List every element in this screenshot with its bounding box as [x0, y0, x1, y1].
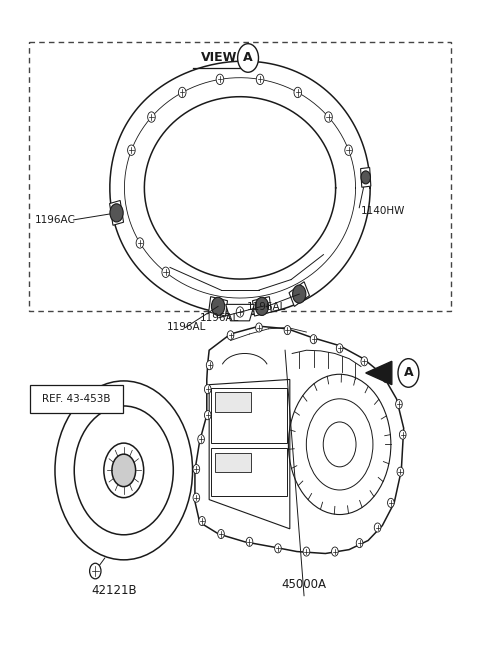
- Circle shape: [399, 430, 406, 440]
- Circle shape: [246, 537, 253, 546]
- Circle shape: [212, 297, 225, 316]
- Circle shape: [396, 400, 402, 409]
- Polygon shape: [252, 297, 271, 316]
- Text: VIEW: VIEW: [201, 52, 237, 64]
- Circle shape: [325, 112, 332, 122]
- Polygon shape: [109, 200, 123, 225]
- Circle shape: [193, 464, 200, 474]
- Text: 42121B: 42121B: [92, 584, 137, 597]
- Circle shape: [383, 373, 389, 383]
- Circle shape: [275, 544, 281, 553]
- Circle shape: [206, 361, 213, 369]
- Circle shape: [136, 238, 144, 248]
- Polygon shape: [209, 379, 290, 529]
- Circle shape: [256, 323, 262, 332]
- Circle shape: [110, 204, 123, 222]
- Text: 1196AL: 1196AL: [200, 312, 239, 323]
- Circle shape: [128, 145, 135, 155]
- Circle shape: [294, 87, 301, 98]
- Circle shape: [397, 467, 404, 476]
- Circle shape: [204, 384, 211, 394]
- Polygon shape: [366, 362, 392, 384]
- Text: A: A: [243, 52, 253, 64]
- Circle shape: [227, 331, 234, 340]
- Circle shape: [293, 285, 306, 303]
- Circle shape: [361, 171, 371, 184]
- Circle shape: [336, 344, 343, 353]
- Ellipse shape: [55, 381, 192, 560]
- Ellipse shape: [112, 454, 136, 487]
- Circle shape: [216, 74, 224, 84]
- Circle shape: [179, 87, 186, 98]
- Circle shape: [162, 267, 169, 278]
- Circle shape: [218, 529, 224, 538]
- Circle shape: [90, 563, 101, 579]
- Circle shape: [199, 517, 205, 525]
- Circle shape: [255, 297, 268, 316]
- Circle shape: [387, 498, 394, 508]
- Text: 45000A: 45000A: [282, 578, 326, 591]
- FancyBboxPatch shape: [211, 388, 288, 443]
- Circle shape: [310, 335, 317, 344]
- Circle shape: [374, 523, 381, 532]
- FancyBboxPatch shape: [29, 42, 451, 311]
- Circle shape: [256, 74, 264, 84]
- Circle shape: [238, 44, 259, 72]
- Circle shape: [198, 435, 204, 443]
- Ellipse shape: [74, 406, 173, 534]
- FancyBboxPatch shape: [216, 453, 251, 472]
- Polygon shape: [289, 282, 310, 307]
- Circle shape: [204, 411, 211, 420]
- Circle shape: [303, 547, 310, 556]
- FancyBboxPatch shape: [216, 392, 251, 412]
- FancyBboxPatch shape: [30, 385, 123, 413]
- Text: A: A: [404, 366, 413, 379]
- Text: REF. 43-453B: REF. 43-453B: [42, 394, 110, 404]
- Circle shape: [332, 547, 338, 556]
- FancyBboxPatch shape: [211, 447, 288, 496]
- Polygon shape: [209, 297, 228, 316]
- Text: 1196AC: 1196AC: [35, 215, 76, 225]
- Circle shape: [345, 145, 352, 155]
- Circle shape: [148, 112, 155, 122]
- Circle shape: [398, 359, 419, 387]
- Text: 1140HW: 1140HW: [361, 206, 405, 215]
- Polygon shape: [195, 326, 404, 553]
- Text: 1196AL: 1196AL: [167, 322, 206, 333]
- Circle shape: [361, 357, 368, 365]
- Text: 1196AL: 1196AL: [247, 302, 287, 312]
- Circle shape: [193, 493, 200, 502]
- Circle shape: [236, 307, 244, 317]
- Polygon shape: [226, 305, 254, 321]
- Circle shape: [356, 538, 363, 548]
- Circle shape: [284, 326, 291, 335]
- Ellipse shape: [104, 443, 144, 498]
- Polygon shape: [360, 168, 371, 187]
